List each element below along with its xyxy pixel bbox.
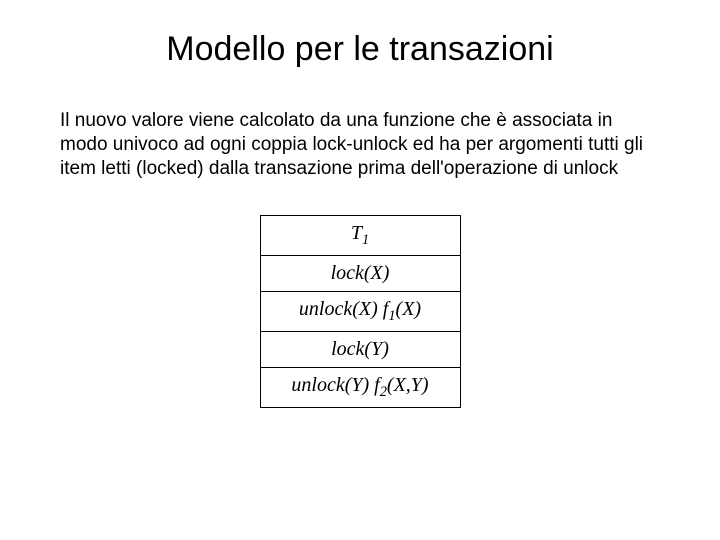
slide-title: Modello per le transazioni <box>60 30 660 69</box>
table-row: unlock(X) f1(X) <box>260 292 460 332</box>
cell-unlock-y: unlock(Y) f2(X,Y) <box>260 368 460 408</box>
header-sub: 1 <box>362 232 369 248</box>
table-row: unlock(Y) f2(X,Y) <box>260 368 460 408</box>
row4-suffix: (X,Y) <box>387 374 429 396</box>
row2-prefix: unlock(X) f <box>299 298 388 320</box>
cell-lock-y: lock(Y) <box>260 332 460 368</box>
row2-suffix: (X) <box>396 298 422 320</box>
table-row: lock(Y) <box>260 332 460 368</box>
table-row: T1 <box>260 216 460 256</box>
row4-sub: 2 <box>380 384 387 400</box>
table-header: T1 <box>260 216 460 256</box>
header-base: T <box>351 222 362 244</box>
table-container: T1 lock(X) unlock(X) f1(X) lock(Y) unloc… <box>60 215 660 408</box>
row4-prefix: unlock(Y) f <box>291 374 379 396</box>
cell-lock-x: lock(X) <box>260 256 460 292</box>
slide-paragraph: Il nuovo valore viene calcolato da una f… <box>60 109 660 180</box>
cell-unlock-x: unlock(X) f1(X) <box>260 292 460 332</box>
transaction-table: T1 lock(X) unlock(X) f1(X) lock(Y) unloc… <box>260 215 461 408</box>
table-row: lock(X) <box>260 256 460 292</box>
row2-sub: 1 <box>388 308 395 324</box>
